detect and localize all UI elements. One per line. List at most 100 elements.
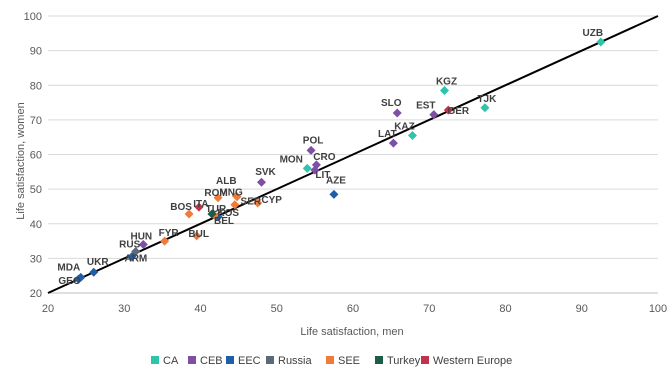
data-point-lit (310, 165, 320, 175)
data-point-ita (194, 202, 204, 212)
point-label-lit: LIT (315, 170, 330, 181)
legend-swatch (266, 356, 274, 364)
point-label-arm: ARM (124, 254, 147, 265)
legend-swatch (188, 356, 196, 364)
point-label-mon: MON (280, 154, 303, 165)
data-point-alb (231, 191, 241, 201)
x-tick-label: 70 (423, 303, 435, 315)
point-label-cyp: CYP (261, 195, 282, 206)
y-tick-labels: 20 30 40 50 60 70 80 90 100 (24, 11, 42, 300)
data-point-tjk (480, 103, 490, 113)
point-label-bul: BUL (188, 229, 209, 240)
data-point-uzb (596, 37, 606, 47)
y-tick-label: 20 (30, 288, 42, 300)
point-label-svk: SVK (255, 167, 276, 178)
y-tick-label: 40 (30, 219, 42, 231)
data-point-kaz (407, 130, 417, 140)
y-tick-label: 50 (30, 184, 42, 196)
x-tick-label: 20 (42, 303, 54, 315)
point-label-mda: MDA (57, 262, 80, 273)
point-label-tjk: TJK (477, 94, 497, 105)
equality-line (47, 15, 659, 294)
data-point-cyp (253, 198, 263, 208)
x-axis-title: Life satisfaction, men (300, 326, 403, 338)
point-label-kos: KOS (217, 208, 239, 219)
point-label-tur: TUR (206, 204, 227, 215)
y-tick-label: 30 (30, 253, 42, 265)
x-tick-label: 30 (118, 303, 130, 315)
y-tick-label: 100 (24, 11, 42, 23)
point-label-kaz: KAZ (394, 121, 415, 132)
legend-swatch (375, 356, 383, 364)
point-label-rom: ROM (204, 188, 227, 199)
y-axis-title: Life satisfaction, women (15, 102, 27, 219)
point-label-alb: ALB (216, 176, 237, 187)
legend-label: SEE (338, 355, 360, 367)
point-label-geo: GEO (58, 276, 80, 287)
data-point-fyr (160, 236, 170, 246)
data-point-slo (392, 108, 402, 118)
x-tick-labels: 20 30 40 50 60 70 80 90 100 (42, 303, 667, 315)
legend-swatch (151, 356, 159, 364)
point-label-ukr: UKR (87, 257, 109, 268)
x-tick-label: 60 (347, 303, 359, 315)
point-label-uzb: UZB (583, 28, 604, 39)
point-label-kgz: KGZ (436, 76, 457, 87)
point-label-bel: BEL (214, 216, 234, 227)
data-point-bul (192, 231, 202, 241)
point-label-fyr: FYR (159, 228, 180, 239)
data-point-ukr (89, 267, 99, 277)
x-tick-label: 90 (576, 303, 588, 315)
point-label-pol: POL (303, 135, 324, 146)
point-label-slo: SLO (381, 98, 402, 109)
data-point-ser (230, 200, 240, 210)
y-tick-label: 60 (30, 150, 42, 162)
data-point-est (429, 110, 439, 120)
x-tick-label: 100 (649, 303, 667, 315)
data-point-rom (213, 193, 223, 203)
point-label-ser: SER (241, 197, 262, 208)
data-point-svk (257, 177, 266, 187)
point-label-lat: LAT (378, 129, 397, 140)
data-point-bos (184, 209, 194, 219)
legend-label: CEB (200, 355, 223, 367)
legend: CA CEB EEC Russia SEE Turkey Western Europe (151, 355, 512, 367)
y-tick-label: 70 (30, 115, 42, 127)
x-tick-label: 40 (194, 303, 206, 315)
data-points (74, 37, 606, 284)
data-point-tur (207, 209, 217, 219)
data-point-pol (306, 145, 316, 155)
x-tick-label: 50 (271, 303, 283, 315)
data-point-kgz (440, 85, 449, 95)
data-point-aze (329, 189, 339, 199)
point-label-ita: ITA (193, 199, 208, 210)
legend-label: EEC (238, 355, 261, 367)
point-label-aze: AZE (326, 175, 346, 186)
point-label-ger: GER (447, 106, 469, 117)
legend-label: Western Europe (433, 355, 512, 367)
x-tick-label: 80 (499, 303, 511, 315)
legend-swatch (326, 356, 334, 364)
data-point-lat (388, 138, 398, 148)
point-label-bos: BOS (170, 202, 192, 213)
y-tick-label: 80 (30, 80, 42, 92)
point-label-rus: RUS (119, 239, 140, 250)
legend-label: Turkey (387, 355, 421, 367)
data-point-mon (302, 163, 312, 173)
legend-swatch (421, 356, 429, 364)
y-tick-label: 90 (30, 46, 42, 58)
data-point-rus (131, 246, 141, 256)
point-label-mng: MNG (219, 188, 243, 199)
data-point-mda (76, 272, 86, 282)
point-label-cro: CRO (313, 152, 335, 163)
point-labels: UZB KGZ TJK KAZ MON SLO EST LAT POL CRO LIT SVK HUN A… (57, 28, 603, 287)
legend-label: CA (163, 355, 179, 367)
point-label-est: EST (416, 101, 435, 112)
data-point-ger (443, 105, 453, 115)
data-point-arm (127, 252, 137, 262)
legend-label: Russia (278, 355, 313, 367)
legend-swatch (226, 356, 234, 364)
data-point-hun (138, 240, 148, 250)
point-label-hun: HUN (130, 232, 152, 243)
